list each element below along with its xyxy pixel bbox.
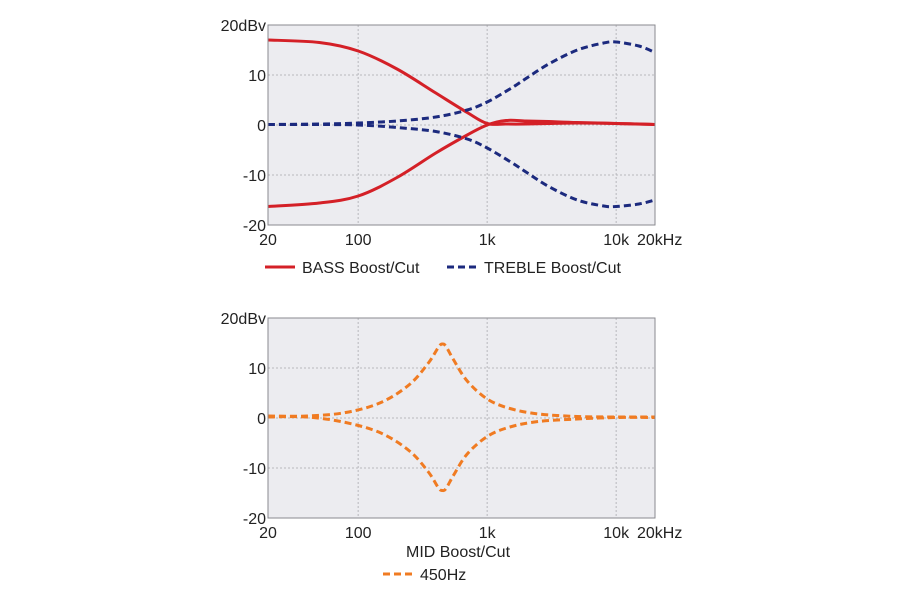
grid-lines [268, 318, 655, 518]
series-line-treble-boost-cut-cut [267, 122, 656, 209]
plot-frame [267, 317, 656, 519]
legend: BASS Boost/Cut TREBLE Boost/Cut [265, 260, 622, 277]
series-line-bass-boost-cut-cut [267, 118, 656, 208]
legend: 450Hz [383, 567, 466, 584]
series-lines [267, 342, 656, 493]
x-tick-label: 1k [479, 525, 497, 542]
y-tick-label: -10 [243, 461, 266, 478]
series-line-treble-boost-cut-boost [267, 40, 656, 126]
x-axis-ticks: 20 100 1k 10k 20kHz [259, 232, 682, 249]
x-tick-label: 20 [259, 232, 277, 249]
legend-label-bass: BASS Boost/Cut [302, 260, 420, 277]
x-tick-label: 10k [603, 525, 630, 542]
y-tick-label: 20dBv [221, 311, 266, 328]
y-tick-label: 0 [257, 118, 266, 135]
x-tick-label: 1k [479, 232, 497, 249]
x-tick-label: 20kHz [637, 232, 682, 249]
mid-chart-title: MID Boost/Cut [406, 544, 511, 561]
x-tick-label: 100 [345, 232, 372, 249]
y-tick-label: -20 [243, 511, 266, 528]
series-lines [267, 38, 656, 209]
legend-label-treble: TREBLE Boost/Cut [484, 260, 622, 277]
y-tick-label: 0 [257, 411, 266, 428]
x-axis-ticks: 20 100 1k 10k 20kHz [259, 525, 682, 542]
y-tick-label: 10 [248, 361, 266, 378]
y-tick-label: -20 [243, 218, 266, 235]
y-axis-ticks: 20dBv 10 0 -10 -20 [221, 311, 266, 528]
series-line-450hz-boost [267, 342, 656, 419]
x-tick-label: 100 [345, 525, 372, 542]
y-tick-label: -10 [243, 168, 266, 185]
y-axis-ticks: 20dBv 10 0 -10 -20 [221, 18, 266, 235]
x-tick-label: 10k [603, 232, 630, 249]
legend-label-450hz: 450Hz [420, 567, 466, 584]
plot-frame [267, 24, 656, 226]
y-tick-label: 20dBv [221, 18, 266, 35]
x-tick-label: 20 [259, 525, 277, 542]
y-tick-label: 10 [248, 68, 266, 85]
series-line-450hz-cut [267, 415, 656, 493]
x-tick-label: 20kHz [637, 525, 682, 542]
